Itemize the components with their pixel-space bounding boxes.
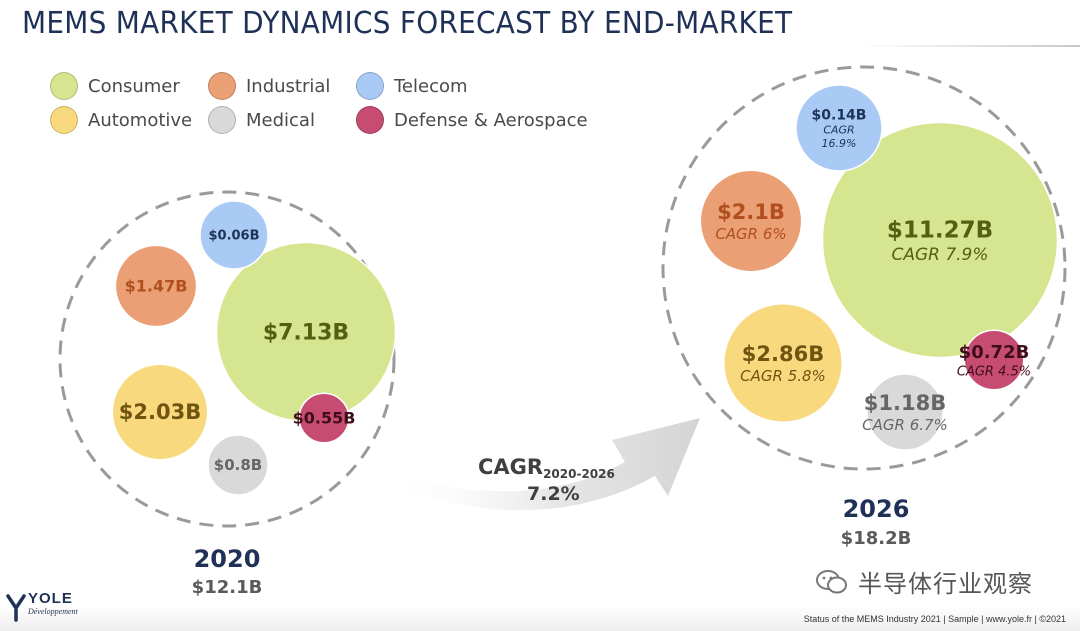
bubble-value-label-consumer-2020: $7.13B <box>263 321 349 346</box>
title-rule <box>860 45 1080 47</box>
growth-cagr-text: CAGR <box>478 455 544 479</box>
year-label-2020: 2020 <box>193 545 261 573</box>
bubble-automotive-2026 <box>723 303 843 423</box>
footer-text: Status of the MEMS Industry 2021 | Sampl… <box>803 614 1066 624</box>
legend-swatch-automotive <box>50 106 78 134</box>
growth-cagr-value: 7.2% <box>527 483 580 505</box>
bubble-value-label-telecom-2020: $0.06B <box>208 228 259 243</box>
bubble-group-2020: $7.13B $2.03B $1.47B $0.8B $0.55B $0.06B <box>58 190 397 528</box>
legend-label-consumer: Consumer <box>88 75 180 97</box>
year-label-2026: 2026 <box>842 495 910 523</box>
legend-label-medical: Medical <box>246 109 315 131</box>
bubble-enclosure-2026 <box>661 65 1067 471</box>
legend-item-medical: Medical <box>208 105 315 135</box>
watermark: 半导体行业观察 <box>816 564 1033 599</box>
legend-item-industrial: Industrial <box>208 71 330 101</box>
bubble-value-label-telecom-2026: $0.14B <box>812 107 867 123</box>
bubble-cagr-label-automotive-2026: CAGR 5.8% <box>740 367 826 385</box>
legend-swatch-industrial <box>208 72 236 100</box>
legend-label-telecom: Telecom <box>394 75 468 97</box>
bubble-telecom-2026 <box>795 84 883 172</box>
footer-band <box>0 606 1080 631</box>
bubble-value-label-defense-aerospace-2026: $0.72B <box>959 342 1030 363</box>
yole-logo-icon <box>6 594 26 622</box>
legend-swatch-consumer <box>50 72 78 100</box>
bubble-value-label-automotive-2020: $2.03B <box>119 400 201 424</box>
bubble-cagr-label-consumer-2026: CAGR 7.9% <box>891 245 988 265</box>
growth-cagr-period: 2020-2026 <box>543 467 615 481</box>
legend-label-industrial: Industrial <box>246 75 331 97</box>
wechat-icon <box>816 569 847 593</box>
yole-logo-text: YOLE <box>28 590 73 607</box>
bubble-value-label-automotive-2026: $2.86B <box>742 342 824 366</box>
legend-swatch-medical <box>208 106 236 134</box>
growth-cagr-label: CAGR2020-2026 <box>478 455 615 481</box>
yole-logo-subtext: Développement <box>28 607 78 616</box>
legend-item-defense: Defense & Aerospace <box>356 105 588 135</box>
page-title: MEMS MARKET DYNAMICS FORECAST BY END-MAR… <box>22 6 793 41</box>
bubble-value-label-industrial-2020: $1.47B <box>125 277 188 296</box>
total-label-2026: $18.2B <box>840 528 912 549</box>
legend-item-telecom: Telecom <box>356 71 468 101</box>
bubble-defense-aerospace-2020 <box>298 392 350 444</box>
bubble-value-label-industrial-2026: $2.1B <box>717 200 785 224</box>
growth-arrow <box>385 418 700 511</box>
bubble-medical-2020 <box>207 434 269 496</box>
bubble-industrial-2026 <box>699 169 803 273</box>
bubble-cagr-label-industrial-2026: CAGR 6% <box>715 225 786 243</box>
bubble-cagr-label-defense-aerospace-2026: CAGR 4.5% <box>957 364 1031 379</box>
total-label-2020: $12.1B <box>191 577 263 598</box>
bubble-value-label-defense-aerospace-2020: $0.55B <box>293 409 356 428</box>
legend-label-defense: Defense & Aerospace <box>394 109 588 131</box>
bubble-automotive-2020 <box>111 363 209 461</box>
bubble-industrial-2020 <box>114 244 198 328</box>
bubble-enclosure-2020 <box>58 190 396 528</box>
bubble-consumer-2026 <box>821 121 1059 359</box>
bubble-cagr-label-medical-2026: CAGR 6.7% <box>862 416 948 434</box>
legend-item-automotive: Automotive <box>50 105 192 135</box>
legend-item-consumer: Consumer <box>50 71 180 101</box>
bubble-medical-2026 <box>866 373 944 451</box>
yole-logo: YOLE Développement <box>6 590 86 622</box>
bubble-value-label-medical-2020: $0.8B <box>214 456 262 474</box>
bubble-telecom-2020 <box>199 200 269 270</box>
bubble-value-label-medical-2026: $1.18B <box>864 391 946 415</box>
bubble-value-label-consumer-2026: $11.27B <box>887 218 993 244</box>
bubble-cagr-label-telecom-2026: 16.9% <box>822 137 857 150</box>
legend-swatch-defense <box>356 106 384 134</box>
watermark-text: 半导体行业观察 <box>858 570 1033 598</box>
legend-label-automotive: Automotive <box>88 109 193 131</box>
bubble-defense-aerospace-2026 <box>963 329 1025 391</box>
legend-swatch-telecom <box>356 72 384 100</box>
bubble-cagr-label-telecom-2026: CAGR <box>823 124 854 137</box>
